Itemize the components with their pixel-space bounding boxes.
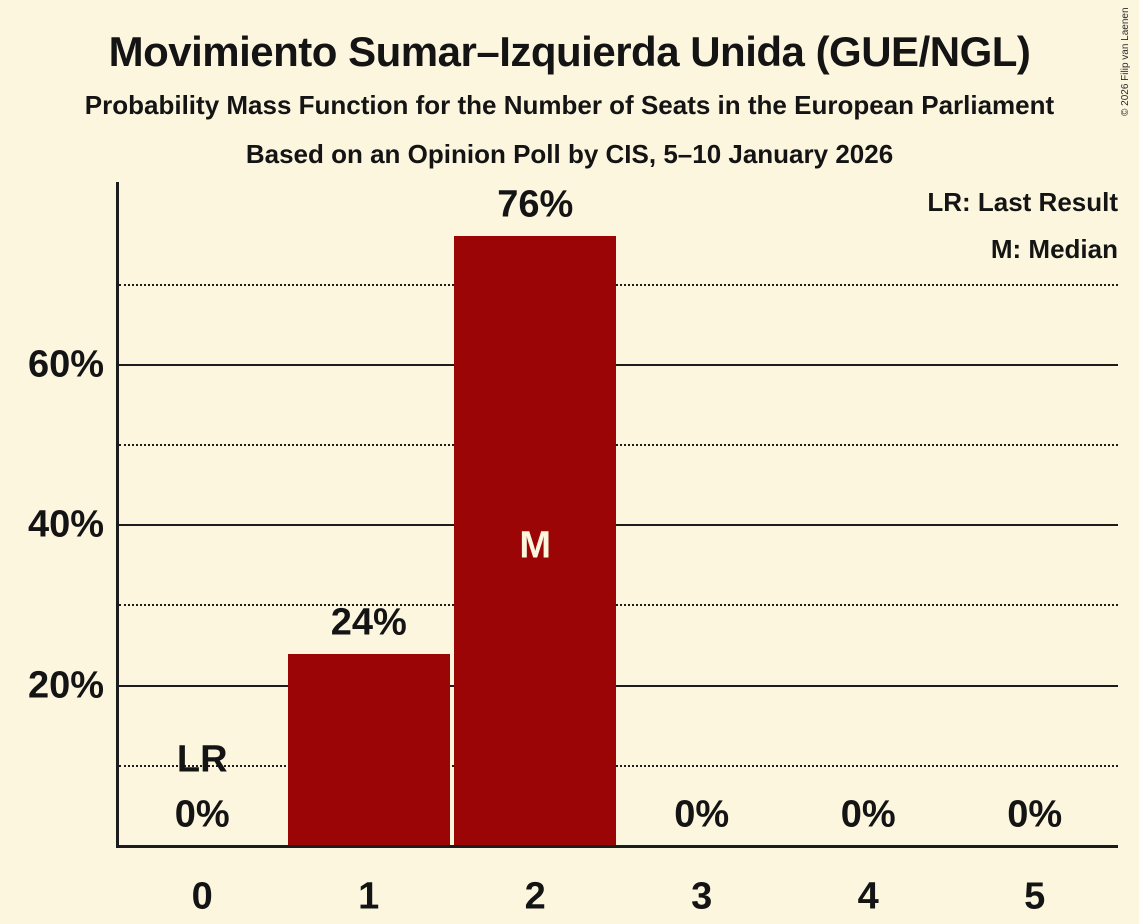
y-axis xyxy=(116,182,119,847)
x-tick-label-2: 2 xyxy=(524,875,546,918)
legend-median: M: Median xyxy=(990,234,1118,264)
copyright-notice: © 2026 Filip van Laenen xyxy=(1120,7,1131,116)
bar-value-label-5: 0% xyxy=(1007,793,1063,836)
gridline-30 xyxy=(119,604,1118,607)
bar-seats-1 xyxy=(287,653,450,846)
gridline-50 xyxy=(119,444,1118,446)
bar-value-label-0: 0% xyxy=(174,793,230,836)
bar-seats-2 xyxy=(454,236,617,846)
gridline-60 xyxy=(119,363,1118,366)
x-tick-label-3: 3 xyxy=(691,875,713,918)
median-marker: M xyxy=(519,524,552,567)
y-tick-label-60: 60% xyxy=(27,343,104,386)
bar-value-label-4: 0% xyxy=(840,793,896,836)
x-axis xyxy=(116,845,1118,848)
gridline-70 xyxy=(119,283,1118,286)
bar-value-label-1: 24% xyxy=(330,601,407,644)
x-tick-label-1: 1 xyxy=(358,875,380,918)
bar-value-label-3: 0% xyxy=(674,793,730,836)
page-title: Movimiento Sumar–Izquierda Unida (GUE/NG… xyxy=(108,28,1031,75)
gridline-20 xyxy=(119,684,1118,687)
bar-value-label-2: 76% xyxy=(497,183,574,226)
poll-info: Based on an Opinion Poll by CIS, 5–10 Ja… xyxy=(245,139,894,169)
legend-last-result: LR: Last Result xyxy=(927,187,1118,217)
x-tick-label-4: 4 xyxy=(857,875,879,918)
chart-subtitle: Probability Mass Function for the Number… xyxy=(84,90,1055,120)
last-result-marker: LR xyxy=(176,738,228,781)
y-tick-label-20: 20% xyxy=(27,664,104,707)
y-tick-label-40: 40% xyxy=(27,503,104,546)
x-tick-label-5: 5 xyxy=(1024,875,1046,918)
gridline-40 xyxy=(119,524,1118,527)
gridline-10 xyxy=(119,764,1118,767)
x-tick-label-0: 0 xyxy=(191,875,213,918)
